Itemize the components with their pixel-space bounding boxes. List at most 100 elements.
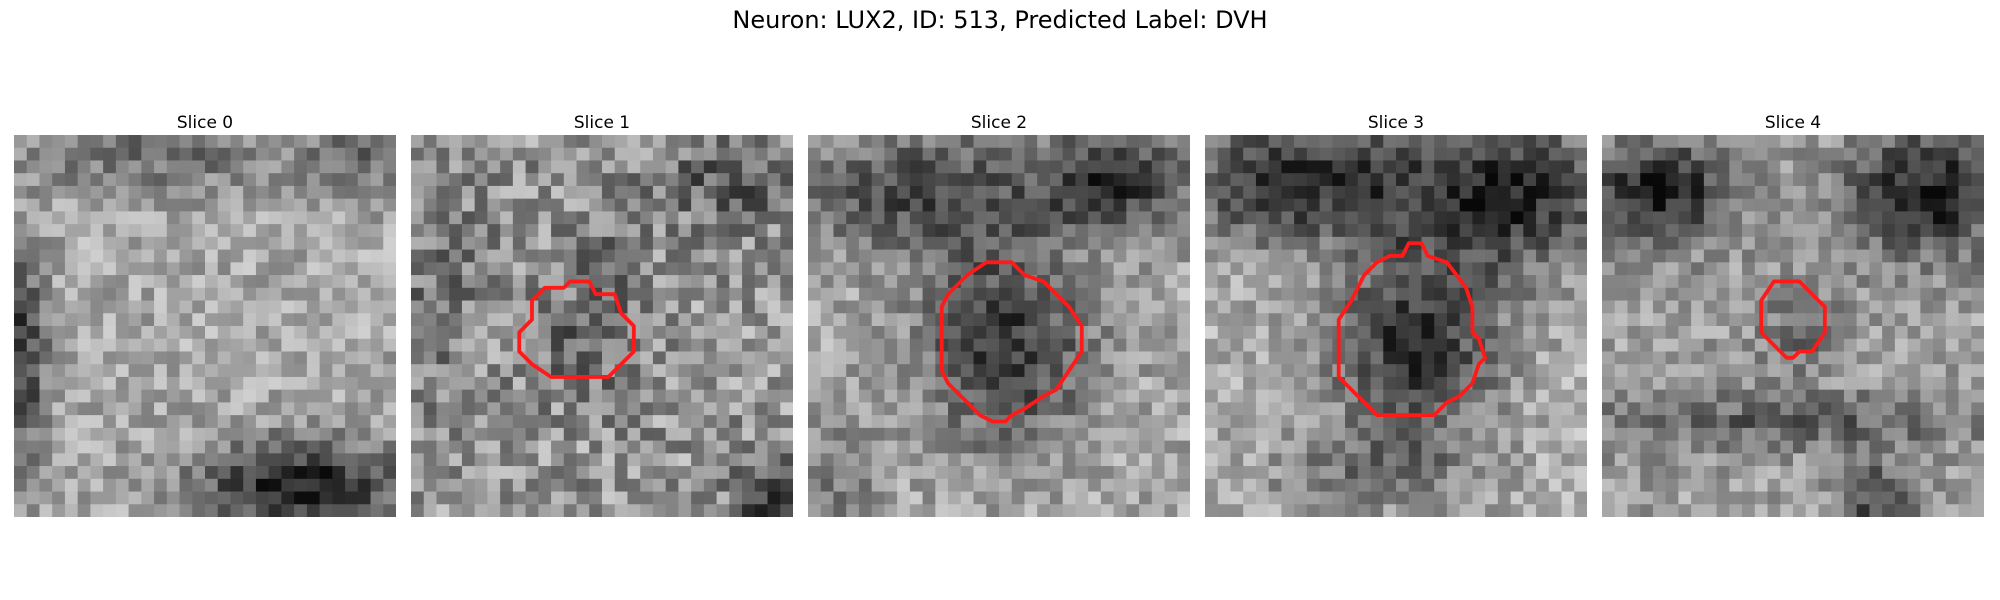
image-pixel — [1306, 236, 1321, 251]
image-pixel — [935, 504, 949, 517]
image-pixel — [846, 198, 860, 212]
image-pixel — [1691, 287, 1705, 302]
image-pixel — [833, 198, 847, 212]
image-pixel — [1971, 491, 1984, 505]
image-pixel — [1971, 300, 1984, 314]
image-pixel — [627, 478, 641, 493]
image-pixel — [1958, 262, 1972, 276]
image-pixel — [1703, 376, 1718, 391]
image-pixel — [1434, 313, 1448, 327]
image-pixel — [192, 364, 206, 378]
image-pixel — [1818, 491, 1832, 505]
image-pixel — [1971, 364, 1984, 378]
image-pixel — [780, 300, 793, 314]
image-pixel — [370, 338, 384, 352]
image-pixel — [1396, 300, 1410, 314]
image-pixel — [691, 415, 705, 429]
image-pixel — [1217, 389, 1231, 403]
image-pixel — [627, 160, 641, 174]
image-pixel — [716, 262, 730, 276]
image-pixel — [833, 415, 847, 429]
image-pixel — [716, 351, 730, 365]
image-pixel — [1945, 313, 1960, 327]
image-pixel — [1703, 262, 1718, 276]
image-pixel — [1920, 440, 1934, 454]
image-pixel — [1126, 147, 1140, 161]
image-pixel — [1281, 338, 1295, 352]
image-pixel — [1164, 351, 1178, 365]
image-pixel — [1882, 364, 1896, 378]
image-pixel — [90, 491, 104, 505]
image-pixel — [742, 478, 756, 493]
image-pixel — [960, 478, 975, 493]
image-pixel — [1306, 249, 1321, 263]
image-pixel — [1767, 224, 1781, 238]
image-pixel — [1805, 504, 1819, 517]
image-pixel — [858, 236, 873, 251]
image-pixel — [1640, 224, 1654, 238]
image-pixel — [551, 135, 565, 149]
image-pixel — [1075, 236, 1089, 251]
image-pixel — [1703, 504, 1718, 517]
image-pixel — [1421, 466, 1435, 480]
image-pixel — [370, 224, 384, 238]
image-pixel — [1780, 389, 1794, 403]
image-pixel — [77, 198, 91, 212]
image-pixel — [1882, 466, 1896, 480]
image-pixel — [1139, 313, 1153, 327]
image-pixel — [1793, 504, 1807, 517]
image-pixel — [665, 427, 679, 442]
image-pixel — [754, 466, 769, 480]
image-pixel — [1729, 135, 1743, 149]
image-pixel — [332, 198, 346, 212]
image-pixel — [1920, 224, 1934, 238]
image-pixel — [820, 338, 834, 352]
image-pixel — [1100, 427, 1115, 442]
image-pixel — [141, 262, 155, 276]
image-pixel — [884, 466, 898, 480]
image-pixel — [589, 364, 603, 378]
image-pixel — [230, 313, 244, 327]
image-pixel — [1729, 313, 1743, 327]
image-pixel — [141, 326, 155, 340]
image-pixel — [909, 478, 924, 493]
image-pixel — [1497, 275, 1512, 289]
image-pixel — [1472, 466, 1486, 480]
image-pixel — [345, 185, 359, 200]
image-pixel — [1306, 491, 1321, 505]
image-pixel — [1332, 147, 1346, 161]
image-pixel — [627, 300, 641, 314]
image-pixel — [602, 376, 616, 391]
image-pixel — [1971, 249, 1984, 263]
image-pixel — [960, 313, 975, 327]
image-pixel — [614, 427, 628, 442]
image-pixel — [897, 262, 911, 276]
image-pixel — [948, 198, 962, 212]
image-pixel — [909, 338, 924, 352]
image-pixel — [1205, 313, 1219, 327]
image-pixel — [1716, 275, 1730, 289]
image-pixel — [1230, 389, 1244, 403]
image-pixel — [691, 160, 705, 174]
image-pixel — [909, 198, 924, 212]
image-pixel — [1205, 135, 1219, 149]
image-pixel — [754, 249, 769, 263]
image-pixel — [1049, 453, 1064, 467]
image-pixel — [345, 338, 359, 352]
image-pixel — [474, 351, 488, 365]
image-pixel — [652, 211, 667, 225]
image-pixel — [1126, 160, 1140, 174]
image-pixel — [1113, 376, 1127, 391]
image-pixel — [383, 160, 396, 174]
image-pixel — [1894, 338, 1909, 352]
image-pixel — [820, 478, 834, 493]
image-pixel — [64, 262, 79, 276]
image-pixel — [1831, 466, 1845, 480]
image-pixel — [1049, 364, 1064, 378]
image-pixel — [268, 466, 282, 480]
image-pixel — [1421, 147, 1435, 161]
image-pixel — [1652, 415, 1667, 429]
image-pixel — [986, 491, 1000, 505]
image-pixel — [141, 147, 155, 161]
image-pixel — [1126, 185, 1140, 200]
